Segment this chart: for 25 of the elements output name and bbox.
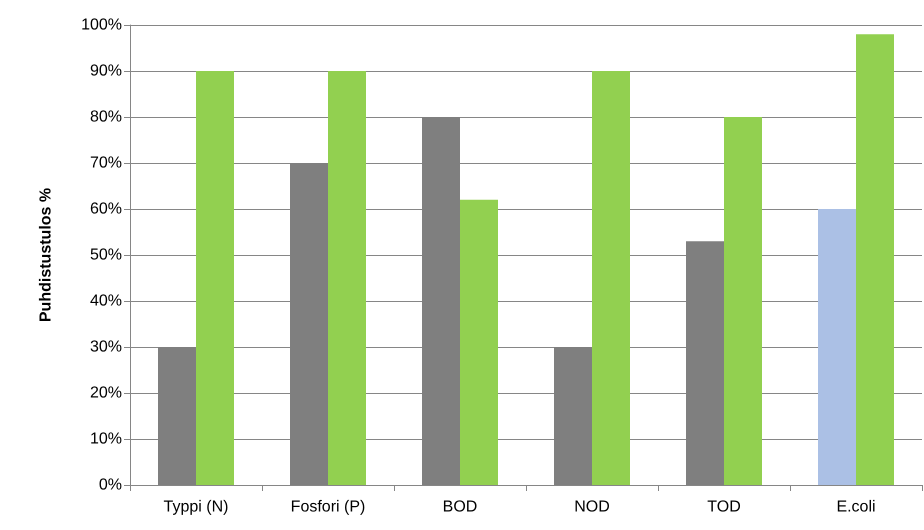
bar (328, 71, 366, 485)
x-tick-label: BOD (442, 498, 478, 516)
bar (724, 117, 762, 485)
bar (818, 209, 856, 485)
y-axis-title: Puhdistustulos % (38, 188, 54, 322)
y-tick-label: 10% (90, 430, 122, 448)
x-tick-label: TOD (707, 498, 741, 516)
x-tick-label: NOD (574, 498, 610, 516)
y-tick-label: 50% (90, 246, 122, 264)
y-tick-label: 90% (90, 62, 122, 80)
y-tick-label: 30% (90, 338, 122, 356)
y-tick-label: 80% (90, 108, 122, 126)
bar (856, 34, 894, 485)
y-tick-label: 40% (90, 292, 122, 310)
y-tick-label: 60% (90, 200, 122, 218)
y-tick-label: 20% (90, 384, 122, 402)
x-tick-label: E.coli (836, 498, 876, 516)
y-tick-label: 100% (81, 16, 122, 34)
bar (592, 71, 630, 485)
y-tick-label: 0% (98, 476, 122, 494)
y-tick-label: 70% (90, 154, 122, 172)
x-tick-label: Typpi (N) (164, 498, 228, 516)
bar (460, 200, 498, 485)
x-tick-label: Fosfori (P) (290, 498, 366, 516)
bar (196, 71, 234, 485)
